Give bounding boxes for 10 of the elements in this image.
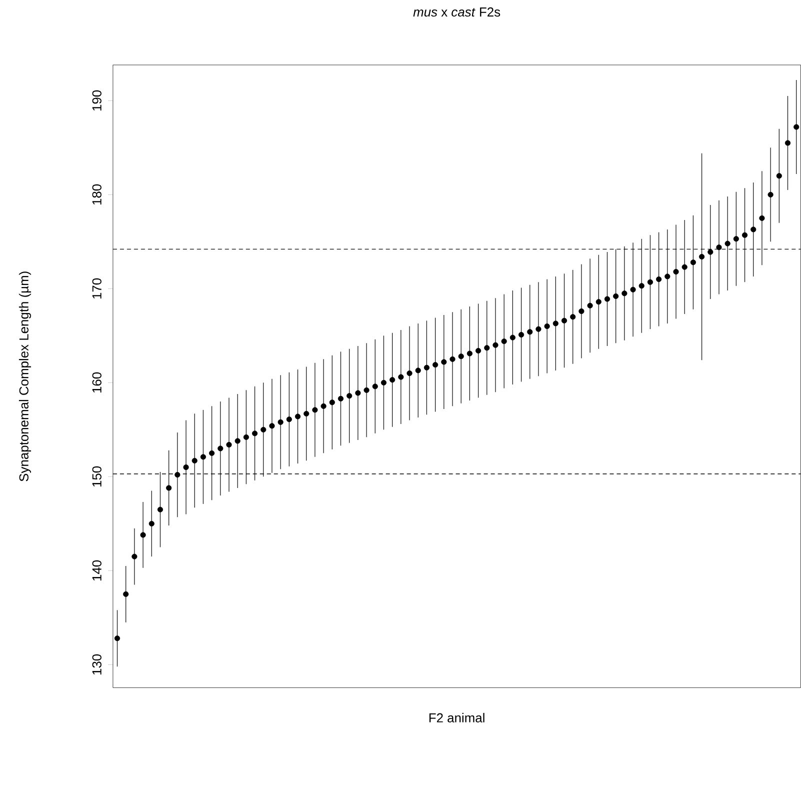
x-axis-title: F2 animal <box>429 713 484 723</box>
y-tick-label: 170 <box>92 278 102 299</box>
y-tick-label: 150 <box>92 466 102 487</box>
y-tick-label: 130 <box>92 654 102 675</box>
y-tick-label: 160 <box>92 372 102 393</box>
y-tick-label: 140 <box>92 560 102 581</box>
y-tick-label: 190 <box>92 90 102 111</box>
y-tick-label: 180 <box>92 184 102 205</box>
y-axis-title: Synaptonemal Complex Length (µm) <box>18 272 32 482</box>
chart-title: mus x cast F2s <box>413 8 500 17</box>
